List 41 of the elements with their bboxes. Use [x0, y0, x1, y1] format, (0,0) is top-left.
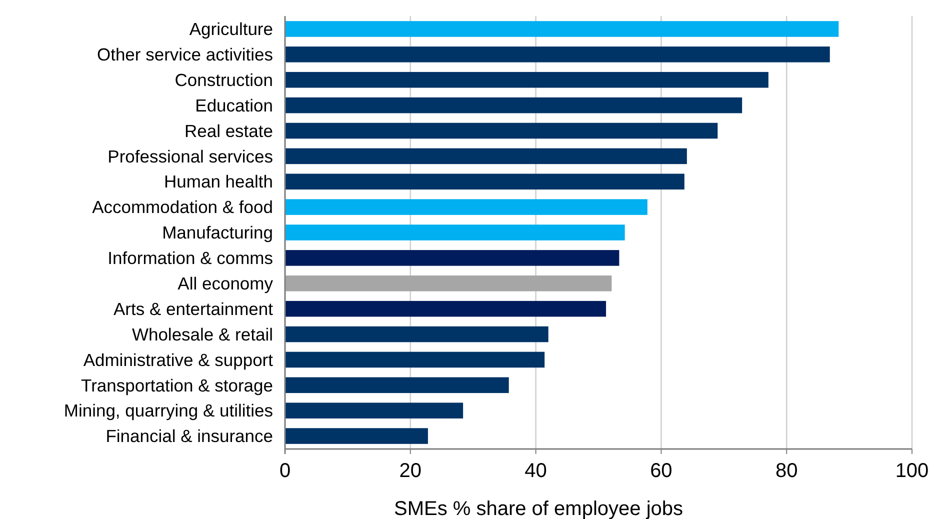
bar — [285, 122, 718, 139]
y-tick-label: Education — [195, 95, 273, 116]
x-tick-label: 0 — [279, 460, 291, 482]
y-tick-label: Agriculture — [189, 19, 273, 40]
y-tick-label: Arts & entertainment — [113, 298, 274, 319]
y-tick-label: All economy — [178, 274, 274, 294]
bar — [285, 46, 830, 62]
y-tick-label: Wholesale & retail — [132, 324, 273, 344]
x-tick-label: 80 — [775, 460, 798, 482]
bar — [285, 275, 612, 292]
bar — [285, 250, 620, 266]
y-tick-label: Administrative & support — [83, 350, 274, 370]
y-tick-label: Manufacturing — [162, 222, 273, 243]
bar — [285, 148, 687, 164]
bar — [285, 174, 684, 190]
y-tick-label: Financial & insurance — [106, 426, 273, 446]
bar — [285, 326, 548, 342]
bar — [285, 72, 768, 88]
bar — [285, 21, 839, 37]
bar — [285, 300, 606, 317]
bar — [285, 428, 428, 444]
y-tick-label: Information & comms — [108, 248, 274, 268]
x-tick-label: 60 — [650, 460, 672, 482]
y-tick-label: Accommodation & food — [92, 197, 273, 218]
y-tick-label: Professional services — [108, 146, 274, 166]
y-tick-label: Transportation & storage — [81, 375, 273, 396]
x-axis-title: SMEs % share of employee jobs — [394, 498, 684, 519]
x-tick-label: 40 — [524, 460, 547, 482]
x-tick-label: 100 — [895, 460, 929, 482]
bar — [285, 199, 648, 215]
bar — [285, 352, 545, 368]
y-tick-label: Real estate — [184, 120, 273, 141]
bar — [285, 377, 509, 394]
y-tick-label: Human health — [164, 172, 273, 192]
bar — [285, 402, 464, 418]
y-tick-label: Construction — [174, 70, 273, 90]
bar — [285, 224, 625, 240]
y-tick-label: Mining, quarrying & utilities — [64, 400, 274, 421]
x-tick-label: 20 — [399, 460, 422, 482]
y-tick-label: Other service activities — [96, 44, 274, 65]
bar — [285, 97, 742, 114]
